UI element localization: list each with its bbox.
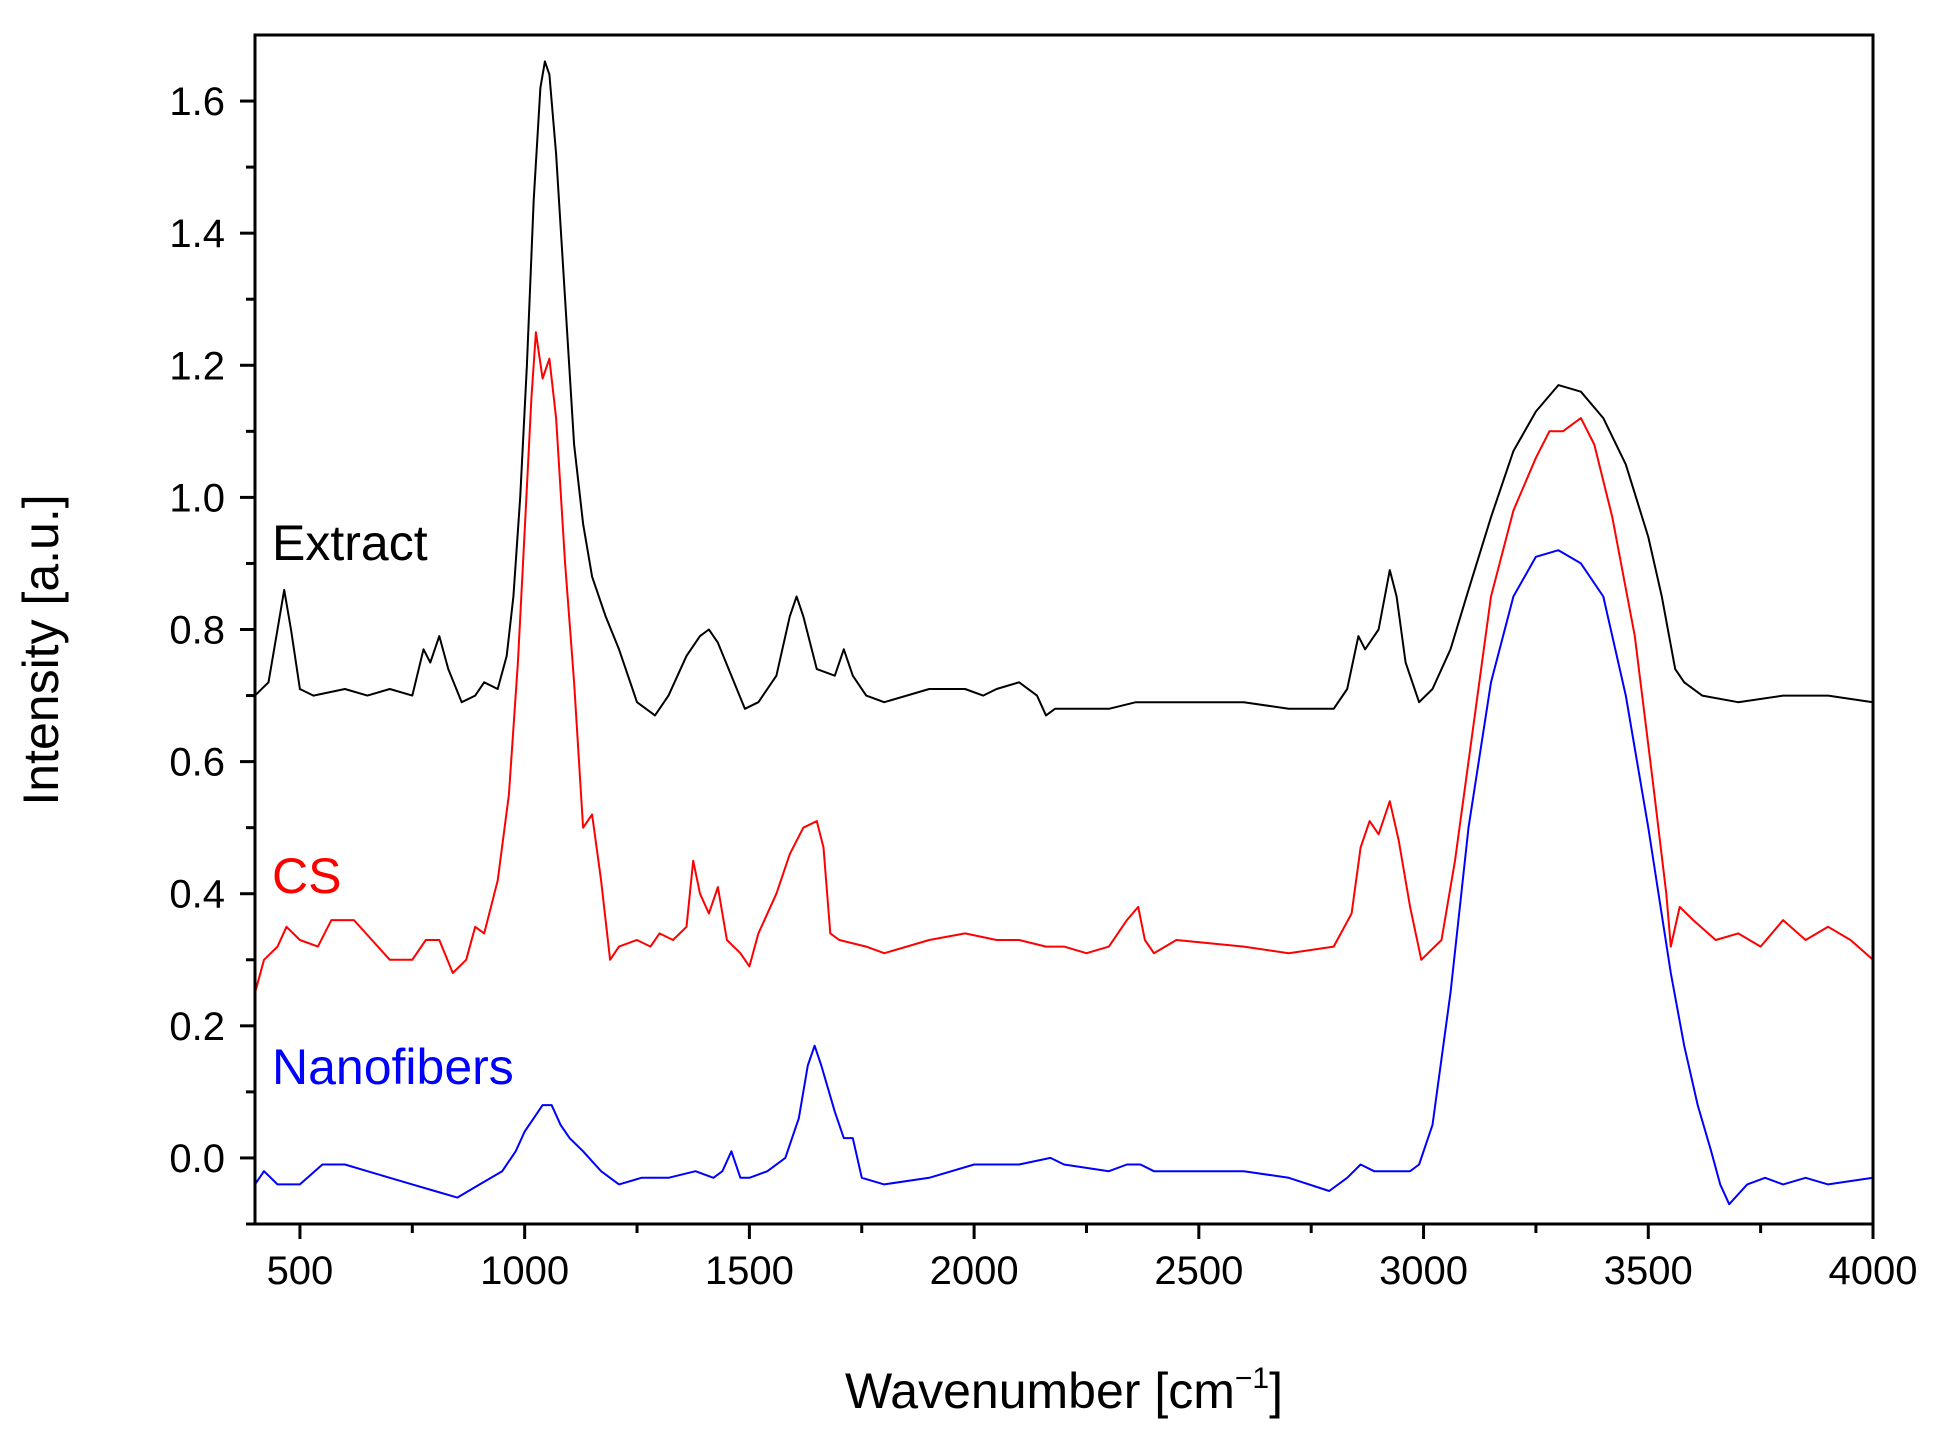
series-line-nanofibers bbox=[254, 549, 1874, 1206]
y-tick-label: 1.2 bbox=[169, 344, 225, 388]
y-tick-label: 1.0 bbox=[169, 476, 225, 520]
series-line-extract bbox=[254, 60, 1874, 717]
y-tick-label: 0.6 bbox=[169, 741, 225, 785]
series-label-extract: Extract bbox=[272, 515, 428, 571]
x-axis-title: Wavenumber [cm−1] bbox=[845, 1362, 1283, 1419]
series-label-cs: CS bbox=[272, 848, 341, 904]
series-label-nanofibers: Nanofibers bbox=[272, 1039, 514, 1095]
x-tick-label: 1000 bbox=[480, 1249, 569, 1293]
y-axis-title: Intensity [a.u.] bbox=[13, 494, 69, 805]
y-tick-label: 0.0 bbox=[169, 1137, 225, 1181]
y-tick-label: 1.6 bbox=[169, 80, 225, 124]
x-axis-title-main: Wavenumber [cm bbox=[845, 1363, 1235, 1419]
x-tick-label: 2000 bbox=[930, 1249, 1019, 1293]
x-tick-label: 500 bbox=[267, 1249, 334, 1293]
y-tick-label: 0.8 bbox=[169, 609, 225, 653]
y-tick-label: 1.4 bbox=[169, 212, 225, 256]
x-axis-title-superscript: −1 bbox=[1235, 1362, 1269, 1395]
x-tick-label: 3000 bbox=[1379, 1249, 1468, 1293]
series-layer bbox=[254, 60, 1874, 1206]
y-tick-label: 0.4 bbox=[169, 873, 225, 917]
ticks-layer: 500 1000 1500 2000 2500 3000 3500 4000 0.0 0.2 0.4… bbox=[169, 80, 1917, 1293]
y-tick-label: 0.2 bbox=[169, 1005, 225, 1049]
series-line-cs bbox=[254, 331, 1874, 994]
plot-frame bbox=[253, 33, 1875, 1226]
x-tick-label: 4000 bbox=[1829, 1249, 1918, 1293]
x-tick-label: 2500 bbox=[1154, 1249, 1243, 1293]
x-tick-label: 3500 bbox=[1604, 1249, 1693, 1293]
x-tick-label: 1500 bbox=[705, 1249, 794, 1293]
x-axis-title-close: ] bbox=[1269, 1363, 1283, 1419]
